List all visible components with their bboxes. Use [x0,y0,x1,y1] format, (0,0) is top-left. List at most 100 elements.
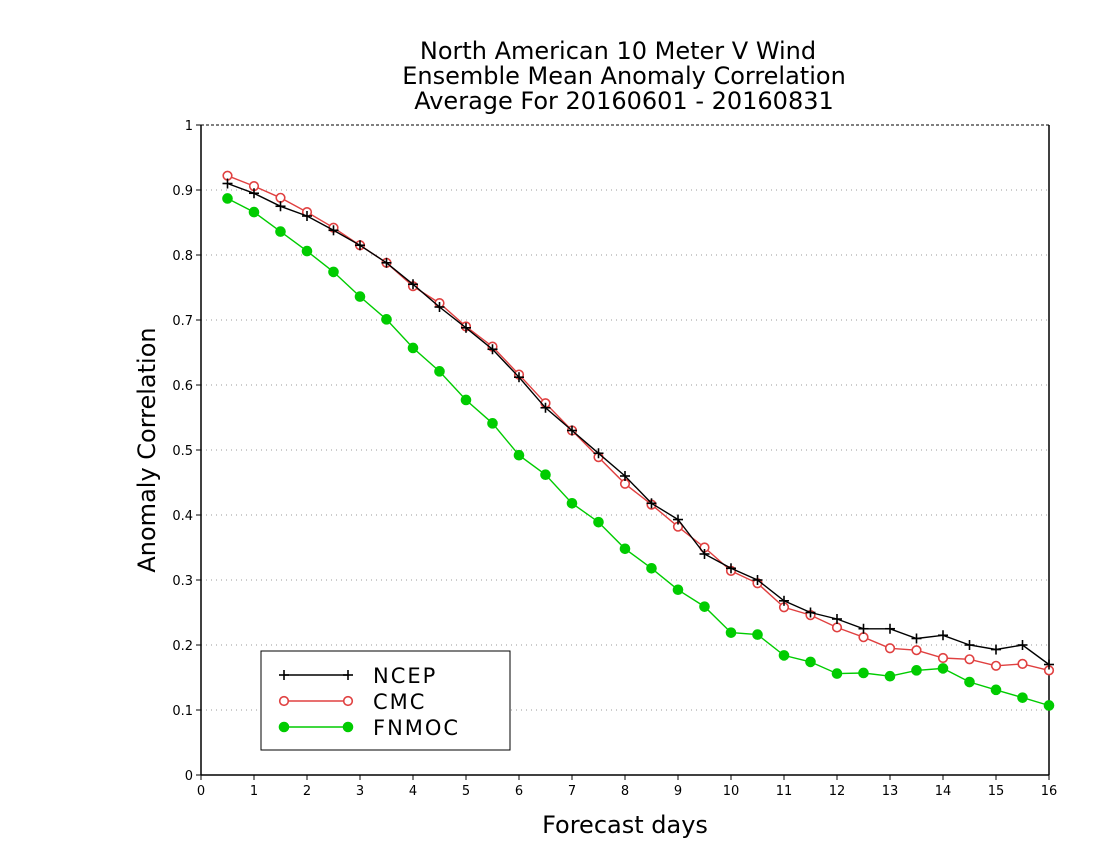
legend-marker-end-cmc [342,695,354,707]
x-tick-label-4: 4 [409,784,417,799]
point-cmc-30 [1017,658,1028,669]
x-tick-label-14: 14 [935,784,952,799]
y-tick-label-5: 0.5 [172,444,193,459]
legend-item-fnmoc: FNMOC [278,716,460,740]
legend-label-fnmoc: FNMOC [373,716,460,740]
legend-item-ncep: NCEP [279,664,435,688]
x-tick-label-6: 6 [515,784,523,799]
point-fnmoc-12 [540,469,551,481]
point-ncep-17 [673,514,683,525]
point-fnmoc-9 [460,394,472,406]
point-fnmoc-25 [884,670,896,682]
point-fnmoc-22 [805,656,816,668]
x-tick-label-8: 8 [621,784,629,799]
point-fnmoc-16 [646,563,657,574]
x-tick-label-15: 15 [988,784,1005,799]
x-tick-label-0: 0 [197,784,205,799]
point-fnmoc-7 [407,342,419,354]
y-tick-label-3: 0.3 [172,574,193,589]
point-fnmoc-20 [752,629,763,640]
x-tick-label-11: 11 [776,784,793,799]
y-tick-label-7: 0.7 [172,314,193,329]
point-ncep-28 [964,640,975,650]
point-ncep-9 [461,322,471,333]
series-line-cmc [227,175,1050,672]
series-line-ncep [227,182,1050,666]
point-fnmoc-2 [275,226,286,237]
point-ncep-3 [302,211,312,221]
x-axis-label: Forecast days [542,811,708,839]
point-ncep-1 [249,188,259,199]
legend-marker-start-ncep [279,670,289,680]
point-fnmoc-31 [1043,700,1055,711]
point-ncep-15 [620,471,630,481]
x-tick-label-1: 1 [250,784,258,799]
legend-marker-end-ncep [343,670,353,680]
y-tick-label-10: 1 [185,119,193,134]
point-cmc-26 [911,645,922,656]
point-fnmoc-14 [593,516,604,528]
point-ncep-21 [779,595,789,606]
x-tick-label-2: 2 [303,784,311,799]
axes: 00.10.20.30.40.50.60.70.80.910 1 2 3 4 5 6 7 8 9 1… [172,119,1057,799]
y-tick-label-0: 0 [185,769,193,784]
point-ncep-4 [328,225,339,236]
point-ncep-7 [408,279,418,290]
point-fnmoc-17 [672,584,684,596]
point-fnmoc-13 [566,498,578,509]
point-fnmoc-23 [831,668,843,679]
point-cmc-24 [858,632,869,643]
point-fnmoc-8 [434,366,445,377]
point-ncep-27 [938,630,948,641]
point-ncep-20 [752,575,763,585]
point-ncep-24 [858,623,869,634]
x-tick-label-9: 9 [674,784,682,799]
y-axis-label: Anomaly Correlation [133,327,161,572]
point-ncep-26 [911,633,922,644]
point-ncep-0 [222,178,233,189]
point-fnmoc-15 [619,543,631,555]
point-cmc-27 [937,652,949,664]
point-fnmoc-11 [513,449,525,461]
x-tick-label-7: 7 [568,784,576,799]
point-fnmoc-10 [487,418,498,429]
x-tick-label-12: 12 [829,784,846,799]
point-ncep-22 [805,607,816,618]
point-ncep-6 [381,257,392,268]
point-fnmoc-4 [328,266,339,278]
point-ncep-16 [646,498,657,509]
chart-title-line-1: North American 10 Meter V Wind [420,37,816,65]
chart-title: North American 10 Meter V Wind Ensemble … [402,37,846,115]
x-tick-label-5: 5 [462,784,470,799]
point-fnmoc-29 [990,684,1002,696]
point-fnmoc-28 [964,676,975,688]
point-cmc-29 [990,660,1002,671]
legend-item-cmc: CMC [278,690,426,714]
y-tick-label-9: 0.9 [172,184,193,199]
point-fnmoc-30 [1017,692,1028,703]
point-ncep-12 [540,402,551,413]
point-fnmoc-19 [725,627,737,638]
chart-title-line-3: Average For 20160601 - 20160831 [414,87,834,115]
legend-label-cmc: CMC [373,690,426,714]
series-fnmoc [222,193,1055,711]
y-tick-label-2: 0.2 [172,639,193,654]
point-fnmoc-26 [911,665,922,676]
legend-marker-start-cmc [278,695,290,707]
point-ncep-14 [593,448,604,459]
point-cmc-2 [275,192,286,203]
y-tick-label-8: 0.8 [172,249,193,264]
point-fnmoc-5 [354,291,366,302]
legend-marker-end-fnmoc [342,721,354,733]
point-ncep-2 [275,201,286,212]
point-ncep-19 [726,563,736,574]
point-ncep-23 [832,614,842,624]
point-cmc-28 [964,654,975,665]
legend-marker-start-fnmoc [278,721,290,733]
point-ncep-18 [699,549,710,559]
series-cmc [222,170,1055,676]
point-fnmoc-6 [381,314,392,325]
